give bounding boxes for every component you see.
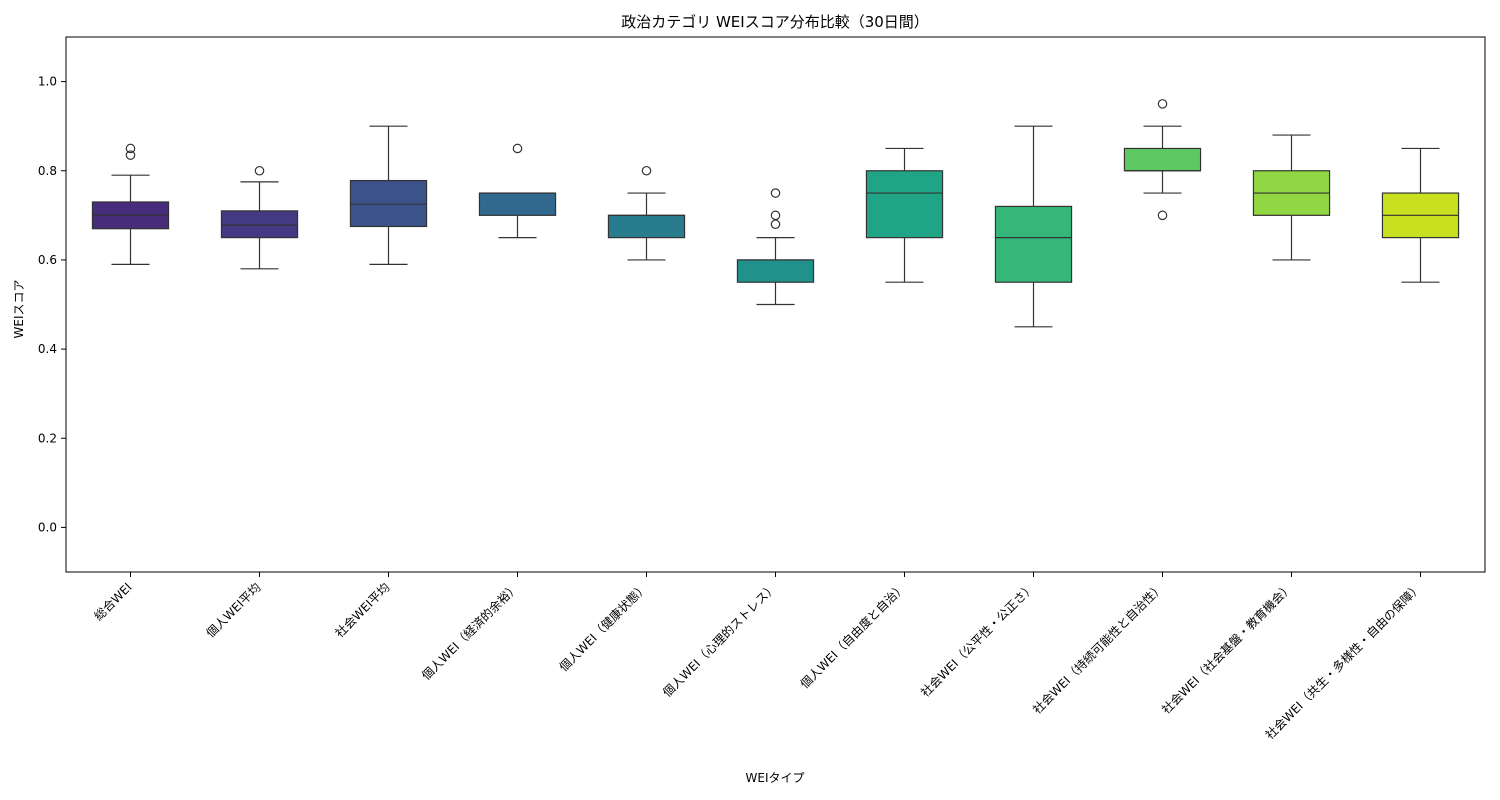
iqr-box (865, 170, 944, 239)
boxes-group (91, 99, 1460, 328)
iqr-box (736, 259, 815, 283)
x-tick-label: 社会WEI（公平性・公正さ） (917, 580, 1037, 700)
box-8 (994, 125, 1073, 328)
y-tick-label: 0.6 (38, 253, 57, 267)
outlier-point (770, 219, 781, 230)
box-1 (91, 143, 170, 265)
iqr-box (220, 210, 299, 239)
x-tick-label: 社会WEI（共生・多様性・自由の保障） (1262, 580, 1425, 743)
x-tick-label: 個人WEI（自由度と自治） (797, 580, 909, 692)
box-9 (1123, 99, 1202, 221)
iqr-box (478, 192, 557, 216)
iqr-box (994, 205, 1073, 283)
x-tick-label: 社会WEI平均 (332, 580, 393, 641)
x-tick-label: 個人WEI（心理的ストレス） (659, 580, 779, 700)
y-tick-label: 0.2 (38, 431, 57, 445)
iqr-box (607, 214, 686, 239)
box-2 (220, 165, 299, 270)
outlier-point (770, 210, 781, 221)
iqr-box (349, 179, 428, 228)
outlier-point (641, 165, 652, 176)
y-axis: 0.0 0.2 0.4 0.6 0.8 1.0 (38, 75, 66, 534)
y-tick-label: 1.0 (38, 75, 57, 89)
y-tick-label: 0.8 (38, 164, 57, 178)
box-7 (865, 147, 944, 283)
box-5 (607, 165, 686, 261)
outlier-point (1157, 210, 1168, 221)
y-tick-label: 0.0 (38, 520, 57, 534)
outlier-point (125, 150, 136, 160)
outlier-point (770, 188, 781, 198)
outlier-point (125, 143, 136, 154)
iqr-box (1123, 147, 1202, 172)
x-tick-label: 個人WEI（経済的余裕） (418, 580, 521, 683)
outlier-point (1157, 99, 1168, 109)
y-tick-label: 0.4 (38, 342, 57, 356)
x-tick-label: 総合WEI (91, 580, 135, 624)
outlier-point (254, 165, 265, 176)
box-11 (1381, 147, 1460, 283)
x-axis: 総合WEI 個人WEI平均 社会WEI平均 個人WEI（経済的余裕） 個人WEI（健康状… (91, 572, 1425, 742)
box-4 (478, 143, 557, 239)
x-tick-label: 個人WEI（健康状態） (556, 580, 651, 675)
box-6 (736, 188, 815, 306)
x-axis-label: WEIタイプ (746, 771, 805, 785)
x-tick-label: 社会WEI（社会基盤・教育機会） (1158, 580, 1295, 717)
y-axis-label: WEIスコア (12, 280, 26, 339)
x-tick-label: 個人WEI平均 (204, 580, 264, 640)
chart-title: 政治カテゴリ WEIスコア分布比較（30日間） (621, 13, 929, 31)
outlier-point (512, 143, 523, 154)
x-tick-label: 社会WEI（持続可能性と自治性） (1029, 580, 1166, 717)
box-10 (1252, 134, 1331, 261)
box-3 (349, 125, 428, 265)
